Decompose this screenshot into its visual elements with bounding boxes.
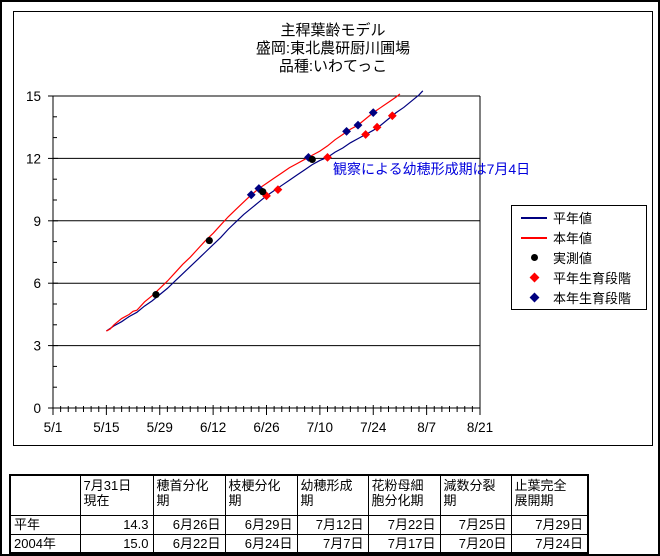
- observation-annotation: 観察による幼穂形成期は7月4日: [333, 161, 531, 177]
- x-tick-label: 6/12: [200, 420, 226, 435]
- diamond-marker-icon: [519, 272, 549, 283]
- line-glyph: [521, 236, 547, 239]
- table-header-cell: 7月31日 現在: [79, 474, 154, 516]
- table-header-row: 7月31日 現在 穂首分化 期枝梗分化 期幼穂形成 期花粉母細 胞分化期 減数分裂 …: [9, 474, 589, 516]
- diamond-glyph: [529, 272, 539, 283]
- table-cell: 7月25日: [439, 514, 512, 535]
- x-tick-label: 8/7: [417, 420, 436, 435]
- line-swatch-icon: [519, 216, 549, 219]
- y-tick-label: 12: [26, 151, 41, 166]
- table-cell: 7月29日: [510, 514, 589, 535]
- x-tick-label: 5/1: [44, 420, 63, 435]
- x-tick-label: 5/15: [93, 420, 119, 435]
- line-swatch-icon: [519, 236, 549, 239]
- marker-dot-実測値: [308, 155, 316, 164]
- chart-plot: 0 3 6 9 12 15 5/1 5/15 5/29 6/12 6/26 7/10 7/24 8/7 8/…: [26, 89, 493, 435]
- marker-diamond-平年生育段階: [361, 130, 371, 139]
- chart-title-block: 主稈葉齢モデル 盛岡:東北農研厨川圃場 品種:いわてっこ: [14, 22, 652, 76]
- table-cell: 14.3: [79, 514, 154, 535]
- marker-diamond-平年生育段階: [372, 122, 382, 132]
- legend-label: 本年値: [553, 231, 593, 247]
- x-tick-label: 7/10: [307, 420, 333, 435]
- table-header-cell: 穂首分化 期: [152, 474, 226, 516]
- table-cell: 6月29日: [224, 514, 298, 535]
- legend-item-1: 本年値: [512, 228, 646, 248]
- dot-marker-icon: [519, 253, 549, 261]
- marker-diamond-本年生育段階: [246, 190, 256, 200]
- diamond-marker-icon: [519, 292, 549, 303]
- legend-label: 本年生育段階: [553, 290, 632, 306]
- chart-legend: 平年値本年値実測値平年生育段階 本年生育段階: [511, 205, 647, 310]
- chart-title: 主稈葉齢モデル: [280, 22, 386, 39]
- table-cell: 7月20日: [439, 533, 512, 554]
- table-cell: 7月17日: [367, 533, 441, 554]
- table-cell: 7月12日: [296, 514, 369, 535]
- table-header-cell: 枝梗分化 期: [224, 474, 298, 516]
- legend-item-0: 平年値: [512, 208, 646, 228]
- marker-diamond-平年生育段階: [273, 185, 283, 194]
- table-header-cell: 止葉完全 展開期: [510, 474, 589, 516]
- table-cell: 6月24日: [224, 533, 298, 554]
- table-cell: 7月22日: [367, 514, 441, 535]
- chart-subtitle-variety: 品種:いわてっこ: [278, 58, 388, 75]
- line-glyph: [521, 216, 547, 219]
- table-cell: 7月7日: [296, 533, 369, 554]
- y-tick-label: 0: [33, 401, 41, 416]
- legend-item-3: 平年生育段階: [512, 267, 646, 287]
- diamond-glyph: [529, 292, 539, 303]
- legend-label: 実測値: [553, 250, 593, 266]
- table-row: 平年 14.3 6月26日 6月29日 7月12日 7月22日 7月25日 7月29日: [9, 514, 589, 535]
- legend-item-4: 本年生育段階: [512, 287, 646, 307]
- table-cell: 6月22日: [152, 533, 226, 554]
- table-header-cell: [9, 474, 81, 516]
- marker-diamond-平年生育段階: [323, 152, 332, 162]
- table-row: 2004年 15.0 6月22日 6月24日 7月7日 7月17日 7月20日 7月24日: [9, 533, 589, 554]
- marker-diamond-本年生育段階: [368, 108, 378, 118]
- marker-diamond-本年生育段階: [342, 126, 351, 136]
- marker-dot-実測値: [259, 188, 267, 196]
- table-header-cell: 花粉母細 胞分化期: [367, 474, 441, 516]
- table-header-cell: 減数分裂 期: [439, 474, 512, 516]
- legend-item-2: 実測値: [512, 248, 646, 268]
- x-tick-label: 6/26: [253, 420, 279, 435]
- table-cell: 7月24日: [510, 533, 589, 554]
- x-tick-label: 5/29: [147, 420, 173, 435]
- dot-glyph: [530, 253, 538, 261]
- legend-label: 平年値: [553, 211, 593, 227]
- marker-dot-実測値: [152, 291, 160, 299]
- row-label: 平年: [9, 514, 81, 535]
- chart-subtitle-location: 盛岡:東北農研厨川圃場: [255, 40, 411, 57]
- marker-diamond-本年生育段階: [304, 152, 313, 162]
- marker-diamond-本年生育段階: [353, 120, 363, 130]
- y-tick-label: 15: [26, 89, 41, 104]
- marker-diamond-平年生育段階: [387, 111, 397, 121]
- y-tick-label: 9: [33, 214, 41, 229]
- row-label: 2004年: [9, 533, 81, 554]
- chart-frame: 主稈葉齢モデル 盛岡:東北農研厨川圃場 品種:いわてっこ 0 3 6 9 12 15 5/1…: [13, 11, 653, 446]
- table-cell: 6月26日: [152, 514, 226, 535]
- y-tick-label: 3: [33, 339, 41, 354]
- x-tick-label: 8/21: [467, 420, 493, 435]
- table-cell: 15.0: [79, 533, 154, 554]
- y-tick-label: 6: [33, 276, 41, 291]
- legend-label: 平年生育段階: [553, 270, 632, 286]
- table-header-cell: 幼穂形成 期: [296, 474, 369, 516]
- growth-stage-table: 7月31日 現在 穂首分化 期枝梗分化 期幼穂形成 期花粉母細 胞分化期 減数分裂 …: [9, 474, 589, 554]
- x-tick-label: 7/24: [360, 420, 387, 435]
- series-line-本年値: [106, 93, 401, 332]
- marker-dot-実測値: [205, 236, 213, 245]
